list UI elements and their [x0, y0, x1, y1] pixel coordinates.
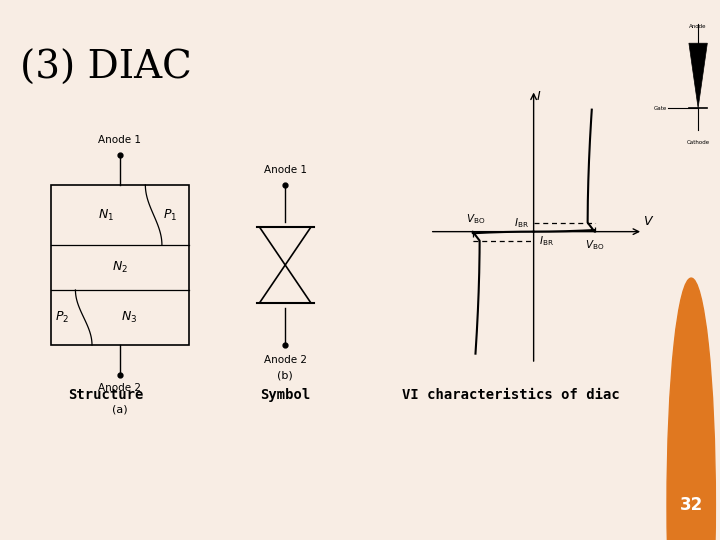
Text: Anode 2: Anode 2	[98, 383, 141, 393]
Text: $N_1$: $N_1$	[98, 207, 114, 222]
Text: (b): (b)	[277, 371, 293, 381]
Text: $I_{\rm BR}$: $I_{\rm BR}$	[514, 215, 528, 230]
Text: $P_1$: $P_1$	[163, 207, 177, 222]
Text: Anode 2: Anode 2	[264, 355, 307, 365]
Circle shape	[667, 278, 716, 540]
Text: 32: 32	[680, 496, 703, 514]
Text: Structure: Structure	[68, 388, 143, 402]
Polygon shape	[689, 43, 707, 108]
Text: Cathode: Cathode	[687, 140, 710, 145]
Text: $N_2$: $N_2$	[112, 260, 127, 275]
Text: Anode: Anode	[689, 24, 707, 29]
Text: $V$: $V$	[643, 215, 654, 228]
Text: Gate: Gate	[654, 105, 667, 111]
Text: $P_2$: $P_2$	[55, 310, 70, 325]
Text: (a): (a)	[112, 405, 127, 415]
Text: $I$: $I$	[536, 90, 541, 103]
Text: $I_{\rm BR}$: $I_{\rm BR}$	[539, 234, 554, 247]
Text: Symbol: Symbol	[260, 388, 310, 402]
Text: Anode 1: Anode 1	[264, 165, 307, 175]
Text: VI characteristics of diac: VI characteristics of diac	[402, 388, 619, 402]
Text: Anode 1: Anode 1	[98, 135, 141, 145]
Text: $N_3$: $N_3$	[121, 310, 137, 325]
Text: $V_{\rm BO}$: $V_{\rm BO}$	[466, 212, 485, 226]
Text: (3) DIAC: (3) DIAC	[20, 50, 192, 87]
Text: $V_{\rm BO}$: $V_{\rm BO}$	[585, 238, 604, 252]
